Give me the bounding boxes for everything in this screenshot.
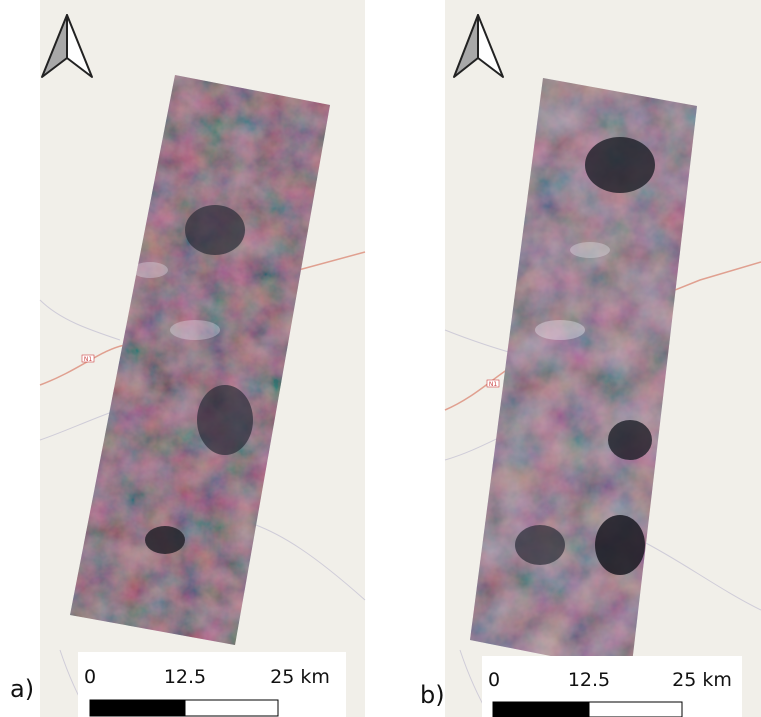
- scale-segment: [589, 702, 682, 717]
- panel-label: b): [420, 681, 445, 709]
- scale-tick: 25 km: [270, 666, 330, 688]
- road-label: N1: [489, 381, 497, 388]
- scale-segment: [185, 700, 278, 716]
- scale-bar: 0 12.5 25 km: [482, 656, 742, 717]
- scale-tick: 25 km: [672, 669, 732, 691]
- scale-tick: 12.5: [164, 666, 206, 688]
- panel-b: N1 0 12.5 25 km b): [420, 0, 761, 717]
- panel-label: a): [10, 675, 34, 703]
- scale-tick: 0: [84, 666, 96, 688]
- scale-tick: 12.5: [568, 669, 610, 691]
- figure: N1 0 12.5 25 km a) N1: [0, 0, 761, 717]
- road-label: N1: [84, 356, 92, 363]
- scale-tick: 0: [488, 669, 500, 691]
- scale-segment: [493, 702, 589, 717]
- scale-segment: [90, 700, 185, 716]
- scale-bar: 0 12.5 25 km: [78, 652, 346, 717]
- panel-a: N1 0 12.5 25 km a): [10, 0, 365, 717]
